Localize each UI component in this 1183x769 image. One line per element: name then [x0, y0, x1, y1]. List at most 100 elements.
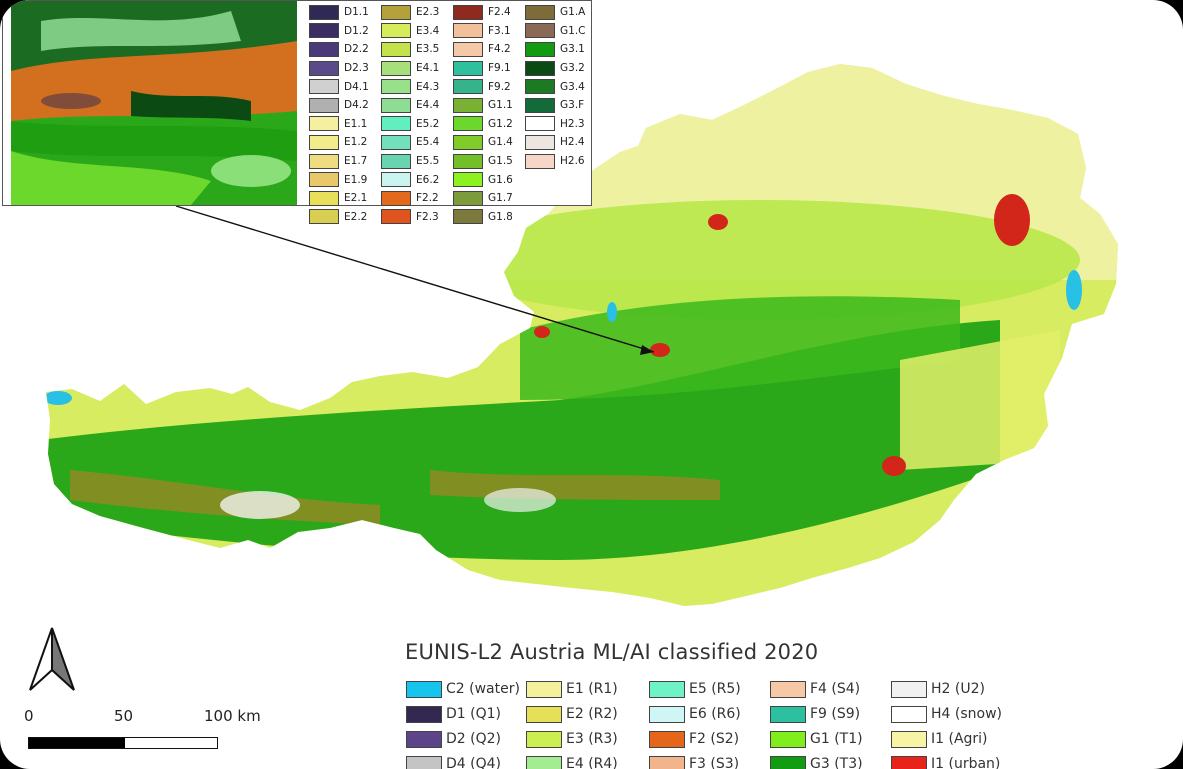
legend-item: D1 (Q1): [406, 703, 501, 725]
legend-swatch: [649, 705, 685, 723]
inset-legend-item: E5.2: [381, 115, 439, 134]
inset-legend-item: H2.3: [525, 115, 586, 134]
legend-swatch: [381, 60, 411, 76]
legend-item: F4 (S4): [770, 678, 860, 700]
inset-legend-item: H2.6: [525, 152, 586, 171]
legend-label: G1 (T1): [810, 731, 863, 747]
inset-legend-label: E4.1: [416, 62, 440, 75]
legend-swatch: [381, 41, 411, 57]
legend-label: F3 (S3): [689, 756, 740, 769]
inset-legend-label: F3.1: [488, 24, 511, 37]
legend-swatch: [453, 116, 483, 132]
legend-swatch: [453, 4, 483, 20]
inset-legend-label: G1.C: [560, 24, 586, 37]
inset-legend-item: D4.1: [309, 77, 369, 96]
legend-swatch: [770, 705, 806, 723]
legend-label: F4 (S4): [810, 681, 861, 697]
inset-legend-label: H2.3: [560, 117, 585, 130]
legend-swatch: [309, 172, 339, 188]
scale-label-100: 100 km: [204, 707, 261, 725]
inset-legend-item: F2.3: [381, 208, 439, 227]
legend-label: E6 (R6): [689, 706, 741, 722]
legend-item: E3 (R3): [526, 728, 618, 750]
inset-legend-item: E2.1: [309, 189, 369, 208]
legend-label: I1 (Agri): [931, 731, 988, 747]
arrowhead-icon: [640, 345, 654, 355]
inset-legend-label: F9.2: [488, 80, 511, 93]
legend-label: H2 (U2): [931, 681, 985, 697]
legend-label: E5 (R5): [689, 681, 741, 697]
inset-legend-label: E6.2: [416, 173, 440, 186]
inset-legend-label: E1.7: [344, 155, 368, 168]
inset-legend-label: E2.2: [344, 210, 368, 223]
legend-swatch: [453, 134, 483, 150]
inset-legend-item: D2.2: [309, 40, 369, 59]
legend-item: H4 (snow): [891, 703, 1002, 725]
legend-swatch: [309, 79, 339, 95]
legend-swatch: [381, 172, 411, 188]
legend-swatch: [309, 134, 339, 150]
inset-legend-item: F9.1: [453, 59, 513, 78]
inset-legend-item: E3.5: [381, 40, 439, 59]
legend-swatch: [649, 755, 685, 769]
legend-item: E1 (R1): [526, 678, 618, 700]
inset-legend-label: F4.2: [488, 43, 511, 56]
scale-label-50: 50: [114, 707, 134, 725]
inset-legend-label: E1.9: [344, 173, 368, 186]
inset-legend-label: E5.5: [416, 155, 440, 168]
inset-legend-label: E5.2: [416, 117, 440, 130]
inset-legend-item: G3.F: [525, 96, 586, 115]
inset-legend-label: D2.2: [344, 43, 369, 56]
legend-swatch: [406, 730, 442, 748]
inset-legend-column: G1.A G1.C G3.1 G3.2 G3.4 G3.F H2.3 H2.4 H2.6: [525, 3, 586, 170]
zoom-callout-line: [175, 205, 655, 353]
legend-swatch: [526, 705, 562, 723]
inset-legend-item: G1.8: [453, 208, 513, 227]
inset-legend-item: E4.3: [381, 77, 439, 96]
inset-legend-label: E2.1: [344, 192, 368, 205]
inset-zoom-panel: D1.1 D1.2 D2.2 D2.3 D4.1 D4.2 E1.1 E1.2 E1.7 E1.9…: [2, 0, 592, 225]
legend-swatch: [453, 79, 483, 95]
inset-legend-label: G1.6: [488, 173, 513, 186]
legend-swatch: [309, 4, 339, 20]
legend-swatch: [770, 730, 806, 748]
legend-label: D4 (Q4): [446, 756, 501, 769]
legend-label: D1 (Q1): [446, 706, 501, 722]
legend-swatch: [526, 680, 562, 698]
legend-item: E5 (R5): [649, 678, 741, 700]
legend-swatch: [309, 60, 339, 76]
legend-item: F9 (S9): [770, 703, 860, 725]
inset-legend-item: D4.2: [309, 96, 369, 115]
legend-swatch: [453, 23, 483, 39]
inset-legend-label: E3.4: [416, 24, 440, 37]
scale-bar: 0 50 100 km: [22, 707, 272, 755]
inset-legend-item: E5.4: [381, 133, 439, 152]
inset-legend-label: G3.2: [560, 62, 585, 75]
inset-legend-label: E3.5: [416, 43, 440, 56]
inset-legend-label: G3.1: [560, 43, 585, 56]
inset-legend-item: F3.1: [453, 22, 513, 41]
legend-swatch: [453, 41, 483, 57]
inset-legend-label: E1.2: [344, 136, 368, 149]
inset-legend-item: E2.2: [309, 208, 369, 227]
inset-legend-label: F2.3: [416, 210, 439, 223]
legend-swatch: [381, 4, 411, 20]
legend-swatch: [649, 680, 685, 698]
inset-legend-label: D2.3: [344, 62, 369, 75]
legend-swatch: [525, 23, 555, 39]
inset-legend-item: G1.7: [453, 189, 513, 208]
legend-label: G3 (T3): [810, 756, 863, 769]
legend-swatch: [309, 41, 339, 57]
legend-item: I1 (Agri): [891, 728, 988, 750]
legend-swatch: [406, 705, 442, 723]
inset-legend-label: G3.4: [560, 80, 585, 93]
inset-legend-item: D2.3: [309, 59, 369, 78]
legend-swatch: [891, 680, 927, 698]
legend-swatch: [453, 97, 483, 113]
inset-legend-label: D4.2: [344, 99, 369, 112]
inset-legend-item: F2.4: [453, 3, 513, 22]
inset-legend-item: E1.2: [309, 133, 369, 152]
legend-swatch: [525, 97, 555, 113]
